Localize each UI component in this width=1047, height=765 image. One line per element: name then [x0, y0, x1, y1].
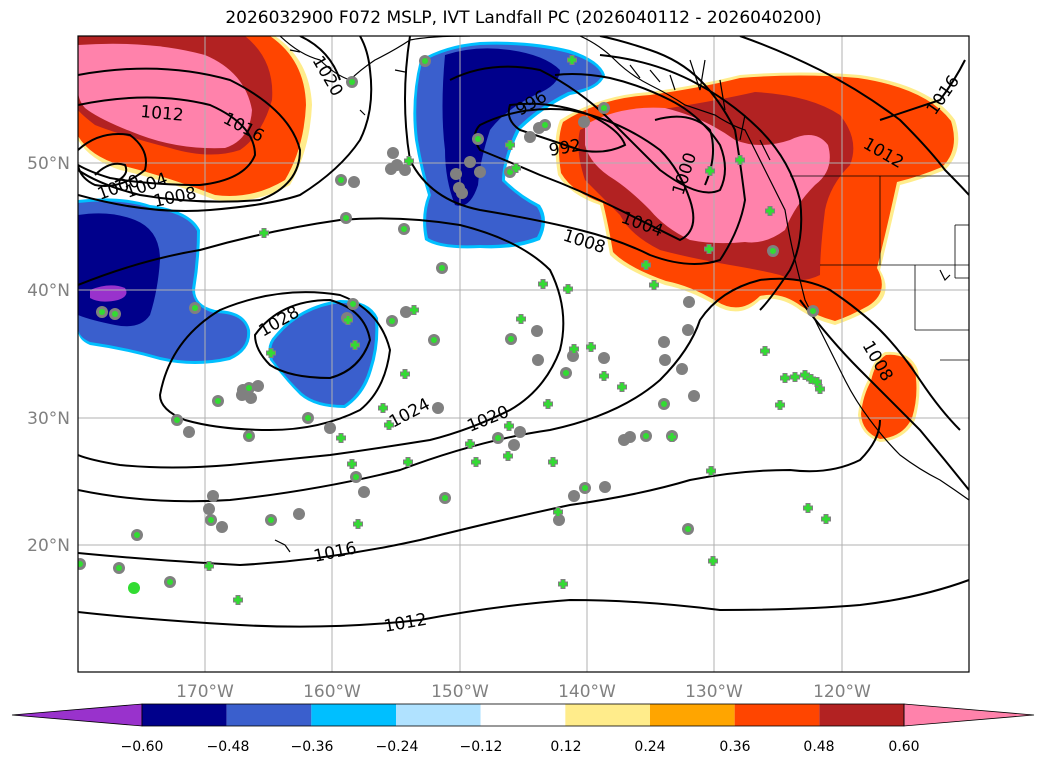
negative-anomaly-central — [268, 300, 379, 408]
colorbar-tick-label: 0.60 — [888, 739, 919, 755]
colorbar-segment — [226, 704, 312, 726]
colorbar-tick-labels: −0.60 −0.48 −0.36 −0.24 −0.12 0.12 0.24 … — [121, 739, 920, 755]
lat-label-20n: 20°N — [27, 536, 70, 556]
colorbar-segment — [396, 704, 481, 726]
lon-label-120w: 120°W — [813, 682, 871, 702]
ensemble-highlight-marker — [128, 582, 140, 594]
colorbar-segment — [819, 704, 904, 726]
ensemble-circle-centers — [78, 58, 816, 585]
colorbar-tick-label: −0.12 — [460, 739, 503, 755]
map-area: 1020 1012 1016 1000 1004 1008 996 992 10… — [78, 36, 969, 672]
colorbar-segment — [311, 704, 396, 726]
lat-label-50n: 50°N — [27, 154, 70, 174]
graticule — [78, 36, 969, 672]
positive-anomaly-northeast — [555, 72, 959, 325]
colorbar-segment — [734, 704, 820, 726]
contour-label-1012-nw: 1012 — [140, 102, 185, 126]
colorbar-tick-label: −0.36 — [291, 739, 334, 755]
mslp-contours — [78, 36, 969, 628]
colorbar-segment — [565, 704, 650, 726]
lat-label-30n: 30°N — [27, 409, 70, 429]
colorbar-segment — [480, 704, 566, 726]
colorbar-tick-label: 0.48 — [803, 739, 834, 755]
lon-label-140w: 140°W — [558, 682, 616, 702]
lon-label-170w: 170°W — [176, 682, 234, 702]
colorbar-segment — [650, 704, 735, 726]
colorbar-segments — [11, 703, 1035, 727]
lat-label-40n: 40°N — [27, 281, 70, 301]
colorbar-tick-label: 0.24 — [634, 739, 665, 755]
coastlines — [274, 36, 969, 553]
colorbar-low-extension — [11, 703, 143, 727]
latitude-labels: 50°N 40°N 30°N 20°N — [27, 154, 70, 556]
map-title: 2026032900 F072 MSLP, IVT Landfall PC (2… — [225, 8, 822, 28]
colorbar-tick-label: −0.60 — [121, 739, 164, 755]
colorbar-outline — [141, 703, 905, 727]
colorbar-tick-label: 0.36 — [719, 739, 750, 755]
lon-label-150w: 150°W — [431, 682, 489, 702]
colorbar-high-extension — [903, 703, 1035, 727]
map-frame — [77, 35, 970, 673]
colorbar-segment — [142, 704, 227, 726]
political-borders — [790, 175, 969, 361]
colorbar-tick-label: 0.12 — [550, 739, 581, 755]
lon-label-130w: 130°W — [685, 682, 743, 702]
colorbar-tick-label: −0.48 — [207, 739, 250, 755]
longitude-labels: 170°W 160°W 150°W 140°W 130°W 120°W — [176, 682, 871, 702]
colorbar: −0.60 −0.48 −0.36 −0.24 −0.12 0.12 0.24 … — [11, 703, 1035, 755]
colorbar-tick-label: −0.24 — [376, 739, 419, 755]
lon-label-160w: 160°W — [303, 682, 361, 702]
ensemble-plus-centers — [205, 56, 830, 604]
